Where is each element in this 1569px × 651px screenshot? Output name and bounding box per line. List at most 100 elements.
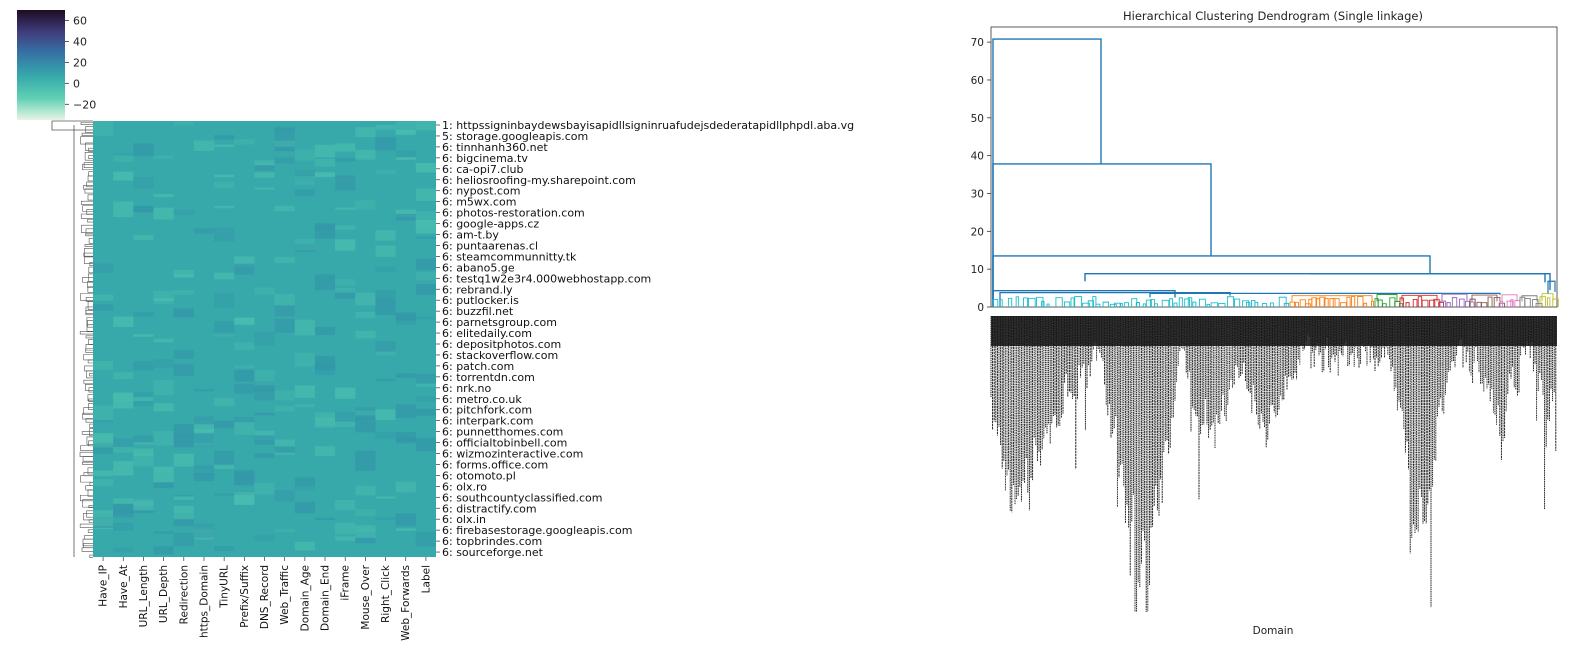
row-dendrogram-link (86, 209, 93, 215)
heatmap-cell (153, 155, 174, 159)
dendrogram-link (1150, 299, 1156, 307)
heatmap-cell (395, 312, 416, 325)
row-dendrogram-link (87, 286, 93, 293)
heatmap-cell (193, 389, 215, 392)
heatmap-cell (274, 305, 295, 317)
heatmap-cell (254, 430, 275, 441)
row-label: 6: photos-restoration.com (442, 207, 585, 220)
heatmap-cell (415, 396, 436, 402)
row-dendrogram-link (85, 348, 93, 353)
dendrogram-link (1459, 298, 1465, 307)
column-labels: Have_IP Have_At URL_Length URL_Depth Redirec… (98, 557, 432, 641)
row-dendrogram-link (82, 205, 93, 212)
column-label: URL_Length (138, 565, 150, 627)
heatmap-cell (193, 416, 215, 425)
heatmap-cell (173, 290, 194, 295)
heatmap-cell (193, 442, 215, 447)
dendrogram-link (1498, 302, 1505, 307)
dendrogram-title: Hierarchical Clustering Dendrogram (Sing… (1123, 9, 1423, 23)
heatmap-cell (314, 144, 336, 158)
row-label: 6: interpark.com (442, 415, 533, 428)
dendrogram-link (1234, 298, 1241, 307)
colorbar: 60 40 20 0 −20 (17, 10, 96, 120)
heatmap-cell (113, 547, 134, 553)
heatmap-cell (234, 368, 255, 382)
dendrogram-link (999, 299, 1003, 307)
heatmap-cell (375, 136, 396, 151)
heatmap-cell (173, 453, 194, 467)
heatmap-cell (335, 225, 356, 230)
heatmap-cell (214, 420, 235, 429)
row-dendrogram-link (86, 510, 93, 518)
row-dendrogram-link (80, 136, 93, 145)
heatmap-cell (93, 511, 114, 527)
heatmap-cell (214, 332, 235, 337)
dendrogram-link (1376, 294, 1398, 302)
row-dendrogram-link (88, 238, 93, 244)
dendrogram-y-tick-label: 50 (971, 113, 984, 125)
column-label: URL_Depth (158, 565, 170, 623)
heatmap-cell (254, 381, 275, 392)
dendrogram-link (1192, 301, 1197, 307)
row-dendrogram-link (86, 370, 93, 379)
heatmap-cell (113, 153, 134, 156)
heatmap-cell (375, 299, 396, 316)
heatmap-cell (153, 290, 174, 299)
row-dendrogram-link (83, 185, 93, 190)
heatmap-cell (274, 318, 295, 333)
dendrogram-link (1382, 303, 1387, 307)
heatmap-cell (153, 430, 174, 446)
heatmap-cell (93, 479, 114, 486)
heatmap-cell (395, 157, 416, 161)
heatmap-cell (193, 432, 215, 447)
heatmap-cell (294, 352, 315, 367)
row-label: 6: sourceforge.net (442, 546, 544, 559)
row-dendrogram-link (89, 554, 93, 559)
row-label: 6: abano5.ge (442, 261, 515, 274)
heatmap-cell (274, 406, 295, 412)
row-label: 6: olx.ro (442, 480, 487, 493)
dendrogram-link (1291, 295, 1373, 302)
row-dendrogram-link (82, 499, 93, 508)
row-dendrogram-link (80, 445, 93, 451)
row-dendrogram-link (79, 331, 93, 335)
heatmap-cells (93, 121, 436, 557)
dendrogram-link (1501, 294, 1518, 302)
dendrogram-link (1469, 298, 1476, 307)
colorbar-tick-label: 60 (73, 14, 87, 27)
dendrogram-link (1278, 296, 1287, 307)
dendrogram-link (1295, 301, 1299, 307)
row-dendrogram-link (88, 387, 93, 393)
heatmap-cell (294, 501, 315, 514)
heatmap-cell (133, 448, 154, 457)
clustermap: 60 40 20 0 −20 1: httpssigninbaydewsbayisapi… (17, 10, 854, 641)
row-dendrogram-link (86, 436, 93, 445)
column-label: Web_Forwards (400, 565, 412, 641)
row-label: 1: httpssigninbaydewsbayisapidllsigninru… (442, 119, 854, 132)
heatmap-cell (254, 165, 275, 172)
row-label: 6: officialtobinbell.com (442, 437, 567, 450)
heatmap-cell (395, 213, 416, 221)
heatmap-cell (314, 364, 336, 376)
heatmap-cell (173, 532, 194, 547)
heatmap-cell (214, 174, 235, 178)
heatmap-cell (93, 294, 114, 301)
dendrogram-link (1023, 297, 1029, 307)
heatmap-cell (395, 481, 416, 493)
colorbar-tick-label: 40 (73, 35, 87, 48)
row-label: 6: elitedaily.com (442, 327, 532, 340)
heatmap-cell (415, 374, 436, 384)
heatmap-cell (335, 175, 356, 191)
heatmap-cell (173, 363, 194, 376)
heatmap-cell (415, 258, 436, 271)
dendrogram-link (1109, 303, 1117, 307)
heatmap-cell (113, 316, 134, 327)
row-label: 6: parnetsgroup.com (442, 316, 557, 329)
heatmap-cell (395, 438, 416, 442)
row-dendrogram-link (82, 276, 93, 283)
column-label: Domain_Age (299, 565, 311, 631)
heatmap-cell (335, 288, 356, 293)
row-dendrogram-link (87, 175, 93, 182)
dendrogram-link (1254, 301, 1259, 307)
row-dendrogram-link (82, 456, 93, 462)
